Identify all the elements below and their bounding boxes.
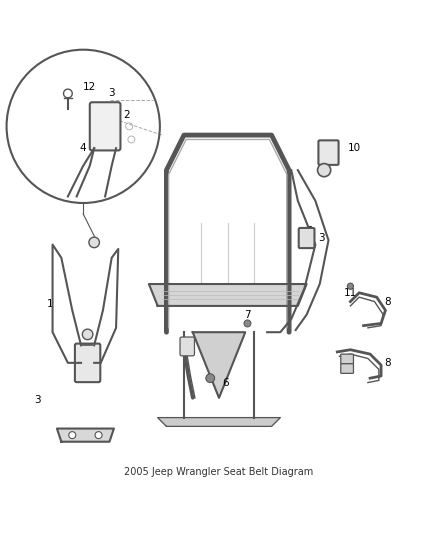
Text: 7: 7 bbox=[305, 227, 312, 237]
Circle shape bbox=[89, 237, 99, 248]
FancyBboxPatch shape bbox=[75, 344, 100, 382]
Text: 11: 11 bbox=[344, 288, 357, 298]
Circle shape bbox=[318, 164, 331, 177]
Text: 2: 2 bbox=[124, 110, 131, 120]
Circle shape bbox=[82, 329, 93, 340]
Polygon shape bbox=[57, 429, 114, 442]
Text: 5: 5 bbox=[183, 338, 190, 348]
Text: 8: 8 bbox=[384, 358, 391, 368]
Circle shape bbox=[69, 432, 76, 439]
Polygon shape bbox=[193, 332, 245, 398]
Text: 6: 6 bbox=[222, 377, 229, 387]
Circle shape bbox=[347, 283, 353, 289]
Text: 1: 1 bbox=[47, 298, 54, 309]
Text: 10: 10 bbox=[348, 143, 361, 154]
Text: 4: 4 bbox=[80, 143, 87, 154]
Circle shape bbox=[244, 320, 251, 327]
Text: 2005 Jeep Wrangler Seat Belt Diagram: 2005 Jeep Wrangler Seat Belt Diagram bbox=[124, 467, 314, 477]
Text: 7: 7 bbox=[244, 310, 251, 320]
Polygon shape bbox=[158, 418, 280, 426]
Text: 12: 12 bbox=[83, 82, 96, 92]
FancyBboxPatch shape bbox=[341, 364, 353, 374]
Text: 3: 3 bbox=[318, 233, 325, 243]
Text: 3: 3 bbox=[34, 395, 41, 405]
Circle shape bbox=[95, 432, 102, 439]
FancyBboxPatch shape bbox=[180, 337, 194, 356]
FancyBboxPatch shape bbox=[318, 140, 339, 165]
Polygon shape bbox=[149, 284, 307, 306]
FancyBboxPatch shape bbox=[299, 228, 314, 248]
Text: 3: 3 bbox=[108, 88, 115, 99]
FancyBboxPatch shape bbox=[341, 354, 353, 364]
Circle shape bbox=[206, 374, 215, 383]
FancyBboxPatch shape bbox=[90, 102, 120, 150]
Text: 8: 8 bbox=[384, 296, 391, 306]
